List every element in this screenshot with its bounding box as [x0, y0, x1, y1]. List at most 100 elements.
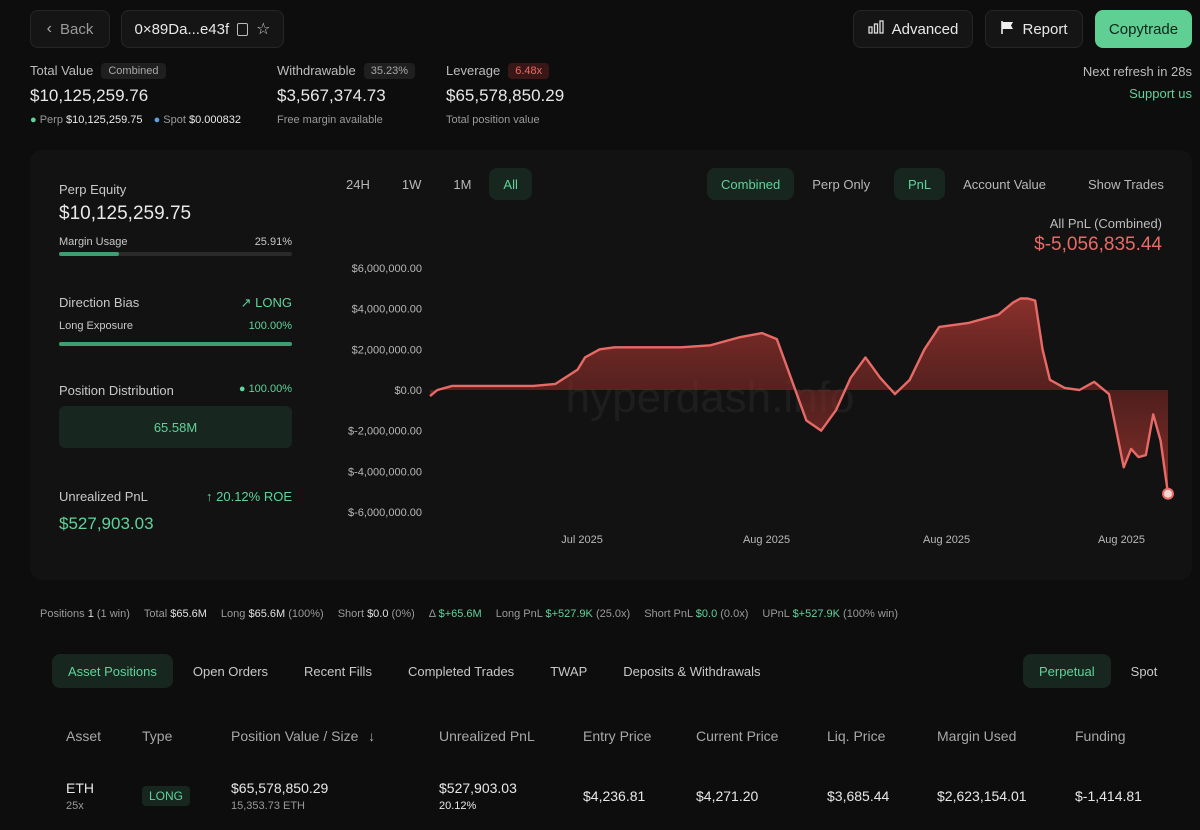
col-unrealized-pnl[interactable]: Unrealized PnL [439, 728, 535, 744]
y-tick-label: $2,000,000.00 [352, 344, 422, 356]
spot-value: $0.000832 [188, 114, 241, 126]
col-type[interactable]: Type [142, 728, 173, 744]
direction-bias-label: Direction Bias [59, 295, 140, 310]
long-exposure: $65.6M [248, 608, 286, 620]
tab-deposits-withdrawals[interactable]: Deposits & Withdrawals [623, 663, 761, 679]
back-button[interactable]: ‹ Back [30, 10, 110, 48]
unrealized-pnl-value: $527,903.03 [59, 514, 154, 533]
y-tick-label: $-4,000,000.00 [348, 466, 422, 478]
row-current-price: $4,271.20 [696, 788, 759, 804]
row-unrealized-pnl: $527,903.03 [439, 780, 517, 796]
metric-account-value[interactable]: Account Value [963, 176, 1047, 192]
star-icon[interactable]: ☆ [256, 21, 271, 38]
chart-title: All PnL (Combined) [1049, 216, 1162, 231]
leverage-value: $65,578,850.29 [446, 86, 565, 105]
positions-win: (1 win) [96, 608, 130, 620]
position-distribution-bar[interactable]: 65.58M [59, 406, 292, 448]
pnl-line [429, 297, 1170, 494]
row-leverage: 25x [66, 800, 84, 812]
tab-recent-fills[interactable]: Recent Fills [304, 663, 372, 679]
perp-dot-icon: ● [30, 114, 37, 126]
long-exposure-label: Long Exposure [59, 320, 133, 332]
col-current-price[interactable]: Current Price [696, 728, 779, 744]
col-position-value[interactable]: Position Value / Size ↓ [231, 728, 375, 744]
col-entry-price[interactable]: Entry Price [583, 728, 652, 744]
tab-open-orders[interactable]: Open Orders [192, 663, 269, 679]
trending-up-icon: ↗ [240, 295, 252, 310]
current-point-marker[interactable] [1162, 487, 1174, 500]
long-label: Long [220, 608, 246, 620]
long-exposure-fill [59, 342, 292, 346]
col-funding[interactable]: Funding [1075, 728, 1126, 744]
tab-asset-positions[interactable]: Asset Positions [52, 654, 173, 688]
unrealized-roe: 20.12% ROE [216, 489, 292, 504]
timeframe-24h[interactable]: 24H [346, 176, 370, 192]
withdrawable-sub: Free margin available [277, 114, 383, 126]
support-link[interactable]: Support us [1129, 86, 1192, 101]
pnl-area-negative [430, 390, 1168, 494]
advanced-button[interactable]: Advanced [853, 10, 973, 48]
margin-usage-value: 25.91% [254, 236, 292, 248]
timeframe-1m[interactable]: 1M [453, 176, 472, 192]
delta-value: $+65.6M [438, 608, 482, 620]
upnl-label: UPnL [762, 608, 790, 620]
withdrawable-label: Withdrawable [277, 63, 356, 78]
market-spot[interactable]: Spot [1130, 663, 1158, 679]
upnl-value: $+527.9K [792, 608, 840, 620]
metric-selector: PnL Account Value [892, 166, 1063, 202]
advanced-label: Advanced [891, 20, 959, 38]
short-exposure: $0.0 [367, 608, 389, 620]
total-value-block: Total Value Combined $10,125,259.76 ● Per… [30, 63, 241, 126]
row-funding: $-1,414.81 [1075, 788, 1142, 804]
short-pnl-label: Short PnL [644, 608, 693, 620]
total-exposure: $65.6M [170, 608, 207, 620]
col-margin-used[interactable]: Margin Used [937, 728, 1017, 744]
positions-label: Positions [40, 608, 85, 620]
report-button[interactable]: Report [985, 10, 1083, 48]
tab-twap[interactable]: TWAP [550, 663, 588, 679]
position-distribution-label: Position Distribution [59, 383, 174, 398]
direction-bias-value: LONG [255, 295, 292, 310]
metric-pnl[interactable]: PnL [894, 168, 946, 200]
y-tick-label: $-2,000,000.00 [348, 426, 422, 438]
positions-tabs: Asset Positions Open Orders Recent Fills… [52, 654, 777, 688]
y-tick-label: $0.00 [394, 385, 422, 397]
y-tick-label: $-6,000,000.00 [348, 507, 422, 519]
scope-combined[interactable]: Combined [707, 168, 795, 200]
total-value: $10,125,259.76 [30, 86, 149, 105]
timeframe-all[interactable]: All [489, 168, 532, 200]
long-pnl-label: Long PnL [495, 608, 543, 620]
scope-perp-only[interactable]: Perp Only [812, 176, 871, 192]
row-type-badge: LONG [142, 786, 191, 806]
withdrawable-block: Withdrawable 35.23% $3,567,374.73 Free ma… [277, 63, 416, 126]
long-pnl-value: $+527.9K [545, 608, 593, 620]
pnl-chart[interactable]: hyperdash.info $6,000,000.00$4,000,000.0… [30, 150, 1192, 580]
x-tick-label: Aug 2025 [923, 534, 970, 546]
perp-equity-label: Perp Equity [59, 182, 127, 197]
table-row[interactable]: ETH 25x LONG $65,578,850.29 15,353.73 ET… [30, 768, 1192, 824]
x-tick-label: Aug 2025 [743, 534, 790, 546]
short-label: Short [337, 608, 364, 620]
combined-badge: Combined [101, 63, 166, 79]
tab-completed-trades[interactable]: Completed Trades [407, 663, 515, 679]
row-margin-used: $2,623,154.01 [937, 788, 1027, 804]
position-distribution-amount: 65.58M [153, 419, 198, 435]
sort-arrow-down-icon: ↓ [368, 728, 376, 744]
timeframe-selector: 24H 1W 1M All [330, 166, 534, 202]
long-pct: (100%) [288, 608, 324, 620]
x-tick-label: Jul 2025 [561, 534, 603, 546]
perp-value: $10,125,259.75 [66, 114, 143, 126]
leverage-sub: Total position value [446, 114, 540, 126]
total-value-label: Total Value [30, 63, 94, 78]
col-liq-price[interactable]: Liq. Price [827, 728, 886, 744]
show-trades-toggle: Show Trades [1072, 166, 1180, 202]
chevron-left-icon: ‹ [46, 20, 52, 37]
timeframe-1w[interactable]: 1W [401, 176, 422, 192]
leverage-label: Leverage [446, 63, 501, 78]
copy-icon[interactable] [237, 22, 249, 36]
copytrade-button[interactable]: Copytrade [1095, 10, 1192, 48]
col-asset[interactable]: Asset [66, 728, 102, 744]
unrealized-pnl-label: Unrealized PnL [59, 489, 148, 504]
market-perpetual[interactable]: Perpetual [1023, 654, 1111, 688]
show-trades-button[interactable]: Show Trades [1088, 176, 1164, 192]
